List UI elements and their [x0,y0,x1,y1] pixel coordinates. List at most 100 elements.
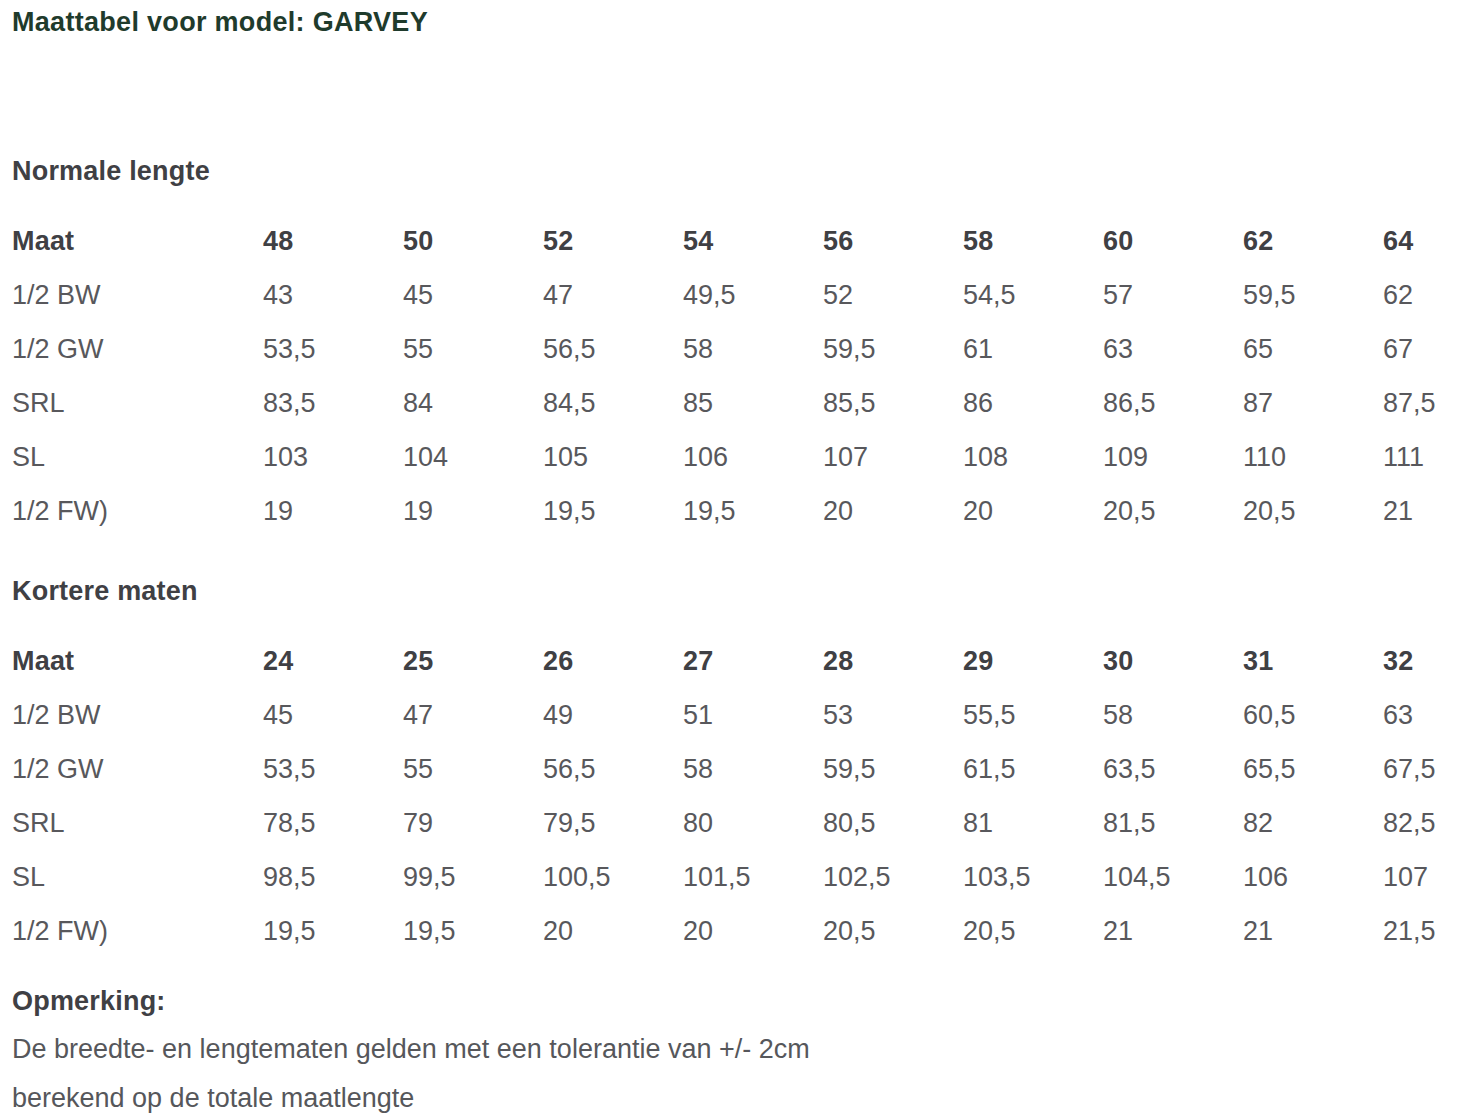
size-header: 54 [683,214,823,268]
size-value: 85 [683,376,823,430]
size-value: 65,5 [1243,742,1383,796]
table-row: SRL 83,5 84 84,5 85 85,5 86 86,5 87 87,5 [12,376,1456,430]
size-value: 67,5 [1383,742,1456,796]
size-value: 53,5 [263,742,403,796]
size-value: 110 [1243,430,1383,484]
size-header: 64 [1383,214,1456,268]
row-label: SL [12,850,263,904]
size-value: 58 [683,322,823,376]
size-header: 27 [683,634,823,688]
size-value: 99,5 [403,850,543,904]
size-value: 43 [263,268,403,322]
size-header: 24 [263,634,403,688]
header-label: Maat [12,214,263,268]
size-value: 49 [543,688,683,742]
table-row: 1/2 FW) 19,5 19,5 20 20 20,5 20,5 21 21 … [12,904,1456,958]
size-value: 60,5 [1243,688,1383,742]
size-value: 19,5 [263,904,403,958]
table-row: 1/2 GW 53,5 55 56,5 58 59,5 61,5 63,5 65… [12,742,1456,796]
size-value: 57 [1103,268,1243,322]
size-value: 20 [823,484,963,538]
size-value: 47 [403,688,543,742]
size-value: 21 [1103,904,1243,958]
note-heading: Opmerking: [12,985,1456,1017]
note-line: berekend op de totale maatlengte [12,1074,1456,1118]
size-value: 51 [683,688,823,742]
size-value: 59,5 [1243,268,1383,322]
size-header: 50 [403,214,543,268]
size-value: 107 [1383,850,1456,904]
size-value: 63 [1383,688,1456,742]
size-value: 20,5 [1243,484,1383,538]
size-value: 54,5 [963,268,1103,322]
size-value: 45 [403,268,543,322]
size-value: 63 [1103,322,1243,376]
size-value: 78,5 [263,796,403,850]
size-value: 80,5 [823,796,963,850]
size-value: 19,5 [683,484,823,538]
size-value: 63,5 [1103,742,1243,796]
size-value: 101,5 [683,850,823,904]
size-header: 52 [543,214,683,268]
size-value: 61 [963,322,1103,376]
size-value: 52 [823,268,963,322]
size-value: 100,5 [543,850,683,904]
size-value: 56,5 [543,322,683,376]
table-row: SL 103 104 105 106 107 108 109 110 111 [12,430,1456,484]
table-row: 1/2 BW 45 47 49 51 53 55,5 58 60,5 63 [12,688,1456,742]
size-value: 79 [403,796,543,850]
size-header: 28 [823,634,963,688]
size-value: 47 [543,268,683,322]
size-value: 58 [1103,688,1243,742]
size-value: 20 [543,904,683,958]
size-header: 25 [403,634,543,688]
size-value: 55 [403,322,543,376]
size-value: 20 [683,904,823,958]
size-value: 108 [963,430,1103,484]
size-value: 21,5 [1383,904,1456,958]
size-value: 80 [683,796,823,850]
table-header-row: Maat 24 25 26 27 28 29 30 31 32 [12,634,1456,688]
note-block: De breedte- en lengtematen gelden met ee… [12,1025,1456,1118]
size-value: 20,5 [823,904,963,958]
size-value: 84,5 [543,376,683,430]
size-value: 103,5 [963,850,1103,904]
size-value: 82,5 [1383,796,1456,850]
size-value: 83,5 [263,376,403,430]
row-label: 1/2 GW [12,742,263,796]
size-value: 81,5 [1103,796,1243,850]
size-value: 19 [263,484,403,538]
size-value: 81 [963,796,1103,850]
size-header: 60 [1103,214,1243,268]
size-value: 21 [1243,904,1383,958]
size-value: 59,5 [823,742,963,796]
size-value: 20,5 [963,904,1103,958]
table-row: SRL 78,5 79 79,5 80 80,5 81 81,5 82 82,5 [12,796,1456,850]
size-value: 61,5 [963,742,1103,796]
size-value: 53 [823,688,963,742]
size-value: 59,5 [823,322,963,376]
size-value: 79,5 [543,796,683,850]
size-value: 49,5 [683,268,823,322]
table-row: SL 98,5 99,5 100,5 101,5 102,5 103,5 104… [12,850,1456,904]
size-value: 103 [263,430,403,484]
size-header: 56 [823,214,963,268]
size-header: 32 [1383,634,1456,688]
header-label: Maat [12,634,263,688]
size-value: 67 [1383,322,1456,376]
size-value: 102,5 [823,850,963,904]
size-value: 106 [683,430,823,484]
size-table-kortere-maten: Maat 24 25 26 27 28 29 30 31 32 1/2 BW 4… [12,634,1456,958]
table-header-row: Maat 48 50 52 54 56 58 60 62 64 [12,214,1456,268]
size-value: 82 [1243,796,1383,850]
size-value: 62 [1383,268,1456,322]
table-row: 1/2 BW 43 45 47 49,5 52 54,5 57 59,5 62 [12,268,1456,322]
size-value: 21 [1383,484,1456,538]
section-heading-normale-lengte: Normale lengte [12,155,1456,187]
size-value: 106 [1243,850,1383,904]
size-value: 56,5 [543,742,683,796]
size-value: 86,5 [1103,376,1243,430]
row-label: 1/2 BW [12,688,263,742]
row-label: 1/2 FW) [12,904,263,958]
size-value: 84 [403,376,543,430]
